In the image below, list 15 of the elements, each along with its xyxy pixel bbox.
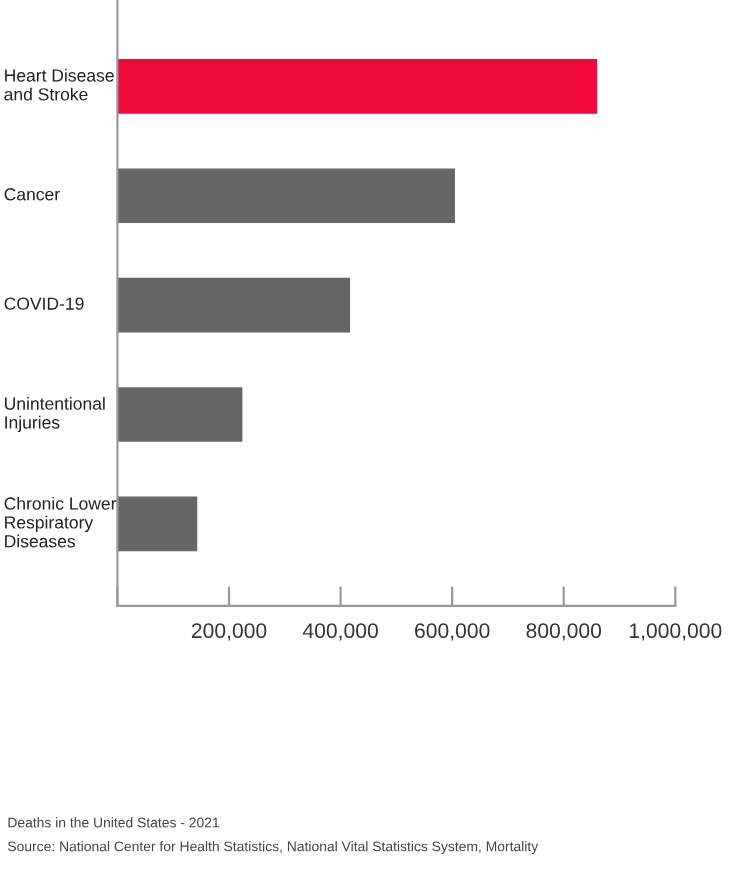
x-tick-label: 200,000 — [191, 623, 267, 641]
y-tick-label: Chronic Lower Respiratory Diseases — [4, 496, 117, 548]
y-tick-label: Unintentional Injuries — [5, 396, 105, 433]
x-tick-label: 1,000,000 — [629, 623, 722, 641]
y-tick-label: Heart Disease and Stroke — [4, 68, 114, 101]
bar — [117, 496, 198, 552]
x-tick-label: 400,000 — [302, 623, 378, 641]
y-tick-label: COVID-19 — [4, 297, 84, 310]
y-tick-label: Cancer — [4, 188, 60, 201]
bar — [117, 168, 455, 224]
x-tick-label: 800,000 — [526, 623, 602, 641]
bar — [117, 59, 598, 114]
bar — [117, 277, 351, 333]
x-tick-label: 600,000 — [415, 623, 490, 641]
bar — [117, 387, 243, 442]
